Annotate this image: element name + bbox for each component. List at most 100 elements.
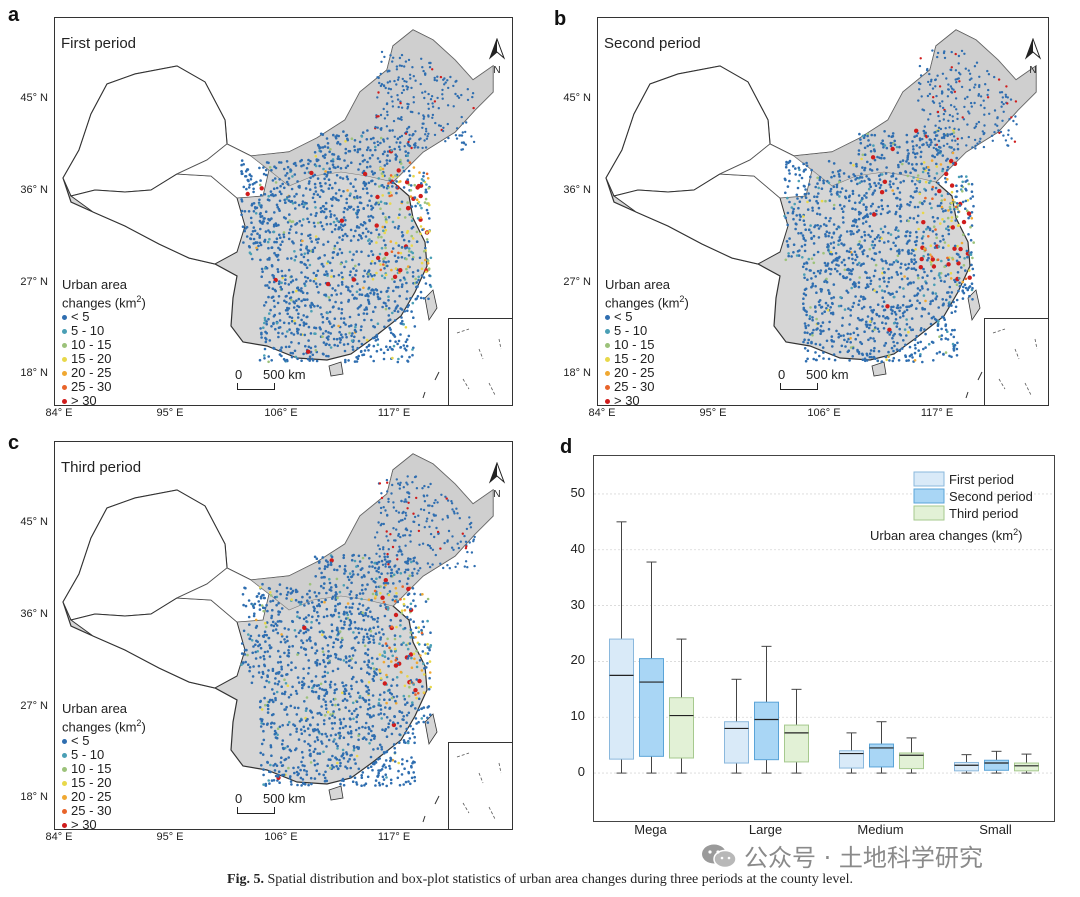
county-dot xyxy=(390,732,394,736)
county-dot xyxy=(402,739,406,742)
county-dot xyxy=(854,258,857,262)
county-dot xyxy=(973,65,977,68)
county-dot xyxy=(916,292,920,295)
county-dot xyxy=(955,215,959,218)
county-dot xyxy=(405,727,409,731)
county-dot xyxy=(306,276,310,280)
county-dot xyxy=(925,136,928,139)
county-dot xyxy=(888,333,891,336)
county-dot xyxy=(960,137,964,140)
county-dot xyxy=(339,734,342,738)
county-dot xyxy=(284,274,287,277)
county-dot xyxy=(262,172,266,176)
county-dot xyxy=(249,252,253,256)
county-dot xyxy=(362,638,365,641)
county-dot xyxy=(353,709,356,713)
scale-end: 500 km xyxy=(263,367,306,382)
county-dot xyxy=(877,350,881,353)
county-dot xyxy=(921,220,926,225)
county-dot xyxy=(941,169,944,173)
county-dot xyxy=(356,211,360,214)
county-dot xyxy=(371,253,375,256)
county-dot xyxy=(299,602,302,606)
county-dot xyxy=(376,620,379,623)
county-dot xyxy=(955,184,958,187)
county-dot xyxy=(850,179,853,183)
county-dot xyxy=(274,677,277,680)
legend-dot xyxy=(62,398,67,404)
county-dot xyxy=(322,773,326,777)
county-dot xyxy=(378,653,382,656)
county-dot xyxy=(341,336,344,339)
county-dot xyxy=(370,560,374,564)
county-dot xyxy=(325,614,329,618)
county-dot xyxy=(971,256,974,260)
county-dot xyxy=(939,279,943,283)
county-dot xyxy=(308,355,312,359)
county-dot xyxy=(354,273,357,277)
county-dot xyxy=(978,140,981,143)
county-dot xyxy=(421,620,425,623)
county-dot xyxy=(343,610,346,614)
county-dot xyxy=(385,776,388,779)
county-dot xyxy=(832,296,836,299)
county-dot xyxy=(954,310,957,313)
county-dot xyxy=(283,758,286,762)
county-dot xyxy=(955,190,959,193)
county-dot xyxy=(957,71,961,74)
county-dot xyxy=(843,268,847,272)
county-dot xyxy=(426,619,429,623)
county-dot xyxy=(279,592,282,596)
county-dot xyxy=(245,187,248,191)
county-dot xyxy=(353,145,356,148)
county-dot xyxy=(384,246,387,250)
county-dot xyxy=(868,178,871,181)
county-dot xyxy=(377,702,381,705)
county-dot xyxy=(252,606,256,609)
county-dot xyxy=(409,137,412,140)
county-dot xyxy=(354,325,357,329)
county-dot xyxy=(268,280,271,284)
county-dot xyxy=(909,171,912,175)
county-dot xyxy=(272,692,276,695)
county-dot xyxy=(271,620,275,624)
county-dot xyxy=(306,291,309,295)
county-dot xyxy=(255,595,259,598)
county-dot xyxy=(387,91,390,95)
county-dot xyxy=(400,91,404,95)
county-dot xyxy=(367,571,370,574)
county-dot xyxy=(378,757,382,760)
county-dot xyxy=(315,238,318,241)
county-dot xyxy=(811,334,814,337)
county-dot xyxy=(393,663,399,668)
county-dot xyxy=(404,780,408,784)
county-dot xyxy=(926,94,930,98)
county-dot xyxy=(873,158,877,162)
county-dot xyxy=(399,279,402,282)
county-dot xyxy=(400,308,404,311)
county-dot xyxy=(362,336,366,339)
county-dot xyxy=(364,721,368,725)
county-dot xyxy=(396,78,400,81)
county-dot xyxy=(305,696,309,699)
county-dot xyxy=(421,650,425,653)
county-dot xyxy=(383,614,387,618)
county-dot xyxy=(286,221,290,224)
county-dot xyxy=(828,320,831,324)
legend-dot xyxy=(605,314,610,320)
county-dot xyxy=(384,261,388,264)
county-dot xyxy=(398,135,402,139)
county-dot xyxy=(360,774,364,777)
county-dot xyxy=(1004,139,1008,142)
county-dot xyxy=(433,78,436,82)
county-dot xyxy=(934,124,937,127)
county-dot xyxy=(267,669,270,672)
county-dot xyxy=(334,703,337,707)
county-dot xyxy=(791,210,795,213)
county-dot xyxy=(405,759,409,763)
county-dot xyxy=(334,756,337,759)
county-dot xyxy=(895,290,898,294)
county-dot xyxy=(349,228,353,232)
county-dot xyxy=(949,183,955,188)
county-dot xyxy=(353,196,356,199)
